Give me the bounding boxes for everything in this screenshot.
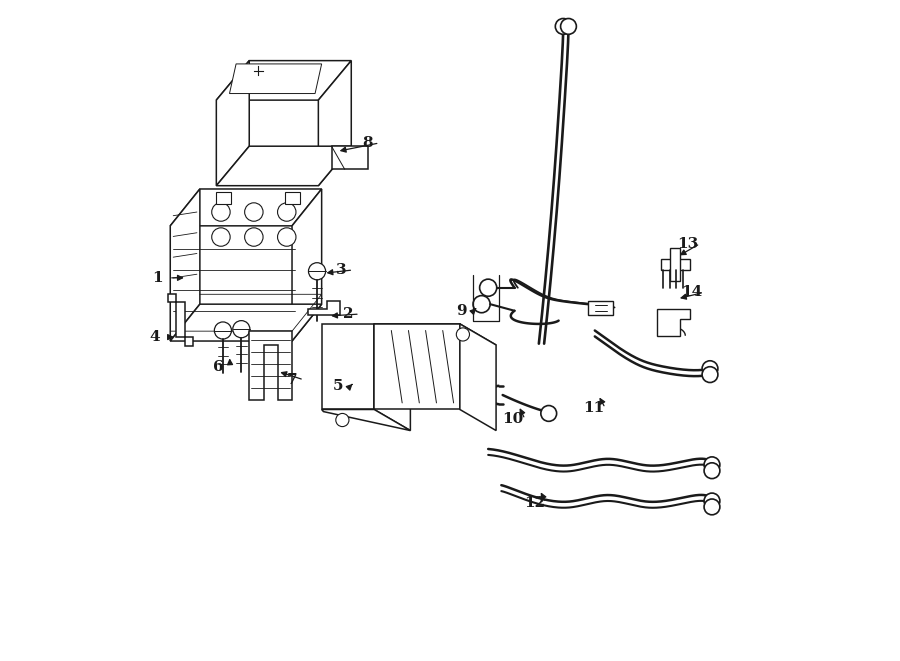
Circle shape — [214, 322, 231, 339]
Polygon shape — [309, 301, 340, 315]
Circle shape — [309, 262, 326, 280]
Circle shape — [561, 19, 576, 34]
Circle shape — [480, 279, 497, 296]
Circle shape — [704, 457, 720, 473]
Polygon shape — [292, 189, 321, 341]
Polygon shape — [321, 324, 374, 409]
Circle shape — [473, 295, 491, 313]
Text: 8: 8 — [363, 136, 373, 150]
Text: 9: 9 — [456, 304, 467, 318]
Circle shape — [541, 406, 556, 421]
Polygon shape — [374, 324, 410, 430]
Circle shape — [212, 203, 230, 221]
Polygon shape — [331, 146, 368, 169]
Polygon shape — [319, 61, 351, 186]
Polygon shape — [230, 64, 321, 94]
Bar — [285, 192, 300, 204]
Text: 5: 5 — [333, 379, 344, 393]
Circle shape — [456, 328, 470, 341]
Circle shape — [336, 413, 349, 426]
Circle shape — [702, 361, 718, 377]
Circle shape — [245, 228, 263, 247]
Polygon shape — [216, 61, 351, 100]
Circle shape — [555, 19, 572, 34]
Polygon shape — [170, 304, 321, 341]
Polygon shape — [589, 301, 613, 315]
Circle shape — [704, 463, 720, 479]
Text: 11: 11 — [583, 401, 604, 415]
Polygon shape — [670, 249, 680, 281]
Text: 3: 3 — [336, 263, 346, 277]
Text: 10: 10 — [502, 412, 524, 426]
Circle shape — [702, 367, 718, 383]
Circle shape — [277, 228, 296, 247]
Polygon shape — [374, 324, 460, 409]
Polygon shape — [216, 61, 249, 186]
Circle shape — [245, 203, 263, 221]
Circle shape — [233, 321, 250, 338]
Polygon shape — [657, 309, 690, 336]
Polygon shape — [170, 189, 321, 226]
Polygon shape — [321, 409, 410, 430]
Text: 4: 4 — [149, 330, 160, 344]
Circle shape — [704, 499, 720, 515]
Circle shape — [212, 228, 230, 247]
Polygon shape — [249, 330, 292, 400]
Bar — [216, 192, 230, 204]
Text: 13: 13 — [678, 237, 699, 251]
Text: 1: 1 — [152, 271, 162, 285]
Circle shape — [277, 203, 296, 221]
Polygon shape — [661, 259, 689, 270]
Text: 7: 7 — [287, 373, 297, 387]
Polygon shape — [170, 189, 200, 341]
Circle shape — [704, 493, 720, 509]
Text: 14: 14 — [681, 286, 703, 299]
Polygon shape — [168, 294, 194, 346]
Polygon shape — [216, 146, 351, 186]
Polygon shape — [460, 324, 496, 430]
Text: 2: 2 — [343, 307, 353, 321]
Text: 12: 12 — [524, 496, 544, 510]
Text: 6: 6 — [213, 360, 223, 373]
Polygon shape — [374, 324, 496, 345]
